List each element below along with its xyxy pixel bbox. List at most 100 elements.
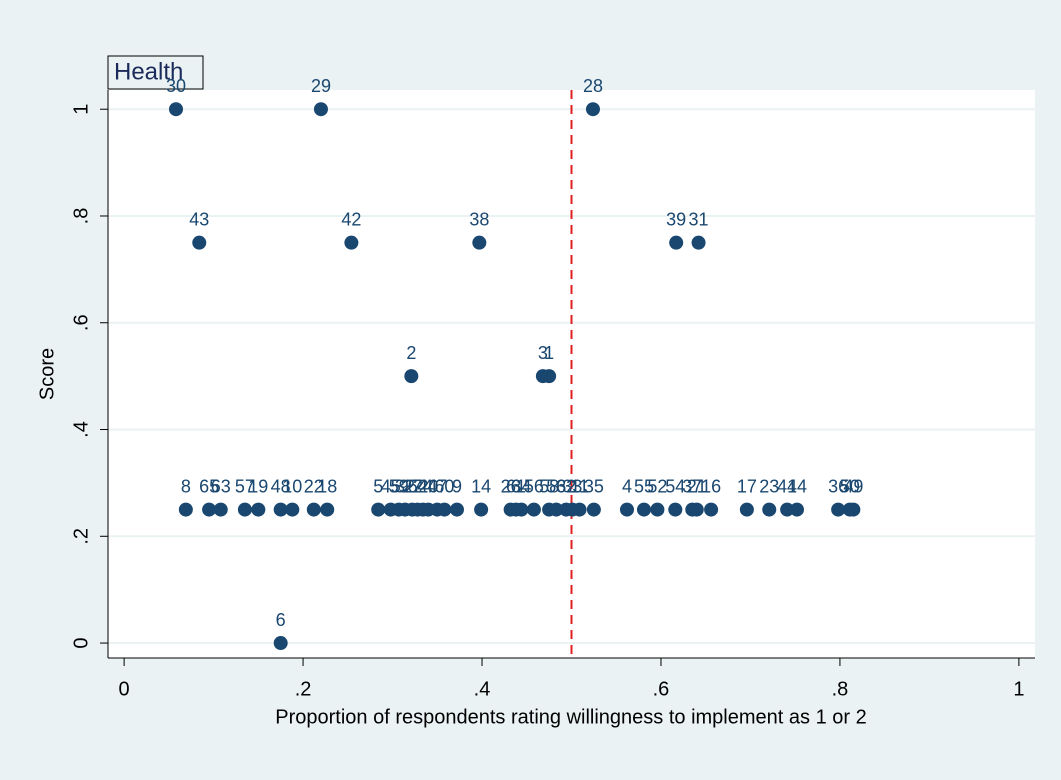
point-label: 22 xyxy=(304,476,324,496)
y-tick-label: 0 xyxy=(70,637,92,648)
point xyxy=(689,502,704,517)
point-label: 29 xyxy=(311,76,331,96)
x-tick-label: .4 xyxy=(474,678,491,700)
y-tick-label: .6 xyxy=(70,314,92,331)
point xyxy=(213,502,228,517)
point-label: 18 xyxy=(317,476,337,496)
x-tick-label: .8 xyxy=(832,678,849,700)
point-label: 20 xyxy=(418,476,438,496)
point-label: 65 xyxy=(199,476,219,496)
point-label: 44 xyxy=(787,476,807,496)
point-label: 35 xyxy=(584,476,604,496)
title-box xyxy=(107,55,204,90)
point-label: 26 xyxy=(501,476,521,496)
point-label: 9 xyxy=(452,476,462,496)
point-label: 43 xyxy=(189,209,209,229)
point xyxy=(669,235,684,250)
point-label: 24 xyxy=(413,476,433,496)
point xyxy=(572,502,587,517)
x-tick-label: 1 xyxy=(1013,678,1024,700)
point xyxy=(650,502,665,517)
point xyxy=(202,502,217,517)
point-label: 60 xyxy=(434,476,454,496)
point-label: 58 xyxy=(539,476,559,496)
chart-title: Health xyxy=(114,58,183,85)
point xyxy=(585,102,600,117)
point-label: 59 xyxy=(389,476,409,496)
point-label: 61 xyxy=(506,476,526,496)
point xyxy=(178,502,193,517)
point-label: 45 xyxy=(381,476,401,496)
point-label: 37 xyxy=(682,476,702,496)
point-label: 6 xyxy=(276,610,286,630)
point-label: 64 xyxy=(408,476,428,496)
point-label: 16 xyxy=(701,476,721,496)
point xyxy=(542,369,557,384)
point-label: 4 xyxy=(622,476,632,496)
point-label: 41 xyxy=(777,476,797,496)
point-label: 54 xyxy=(665,476,685,496)
point xyxy=(449,502,464,517)
point-label: 52 xyxy=(647,476,667,496)
point xyxy=(704,502,719,517)
x-tick-label: .2 xyxy=(295,678,312,700)
point xyxy=(169,102,184,117)
point-label: 55 xyxy=(634,476,654,496)
point-label: 5 xyxy=(373,476,383,496)
point-label: 36 xyxy=(828,476,848,496)
point-label: 1 xyxy=(544,343,554,363)
point-label: 33 xyxy=(562,476,582,496)
point-label: 19 xyxy=(248,476,268,496)
point-label: 27 xyxy=(402,476,422,496)
y-axis-label: Score xyxy=(36,348,58,400)
x-axis-label: Proportion of respondents rating willing… xyxy=(275,706,866,728)
point-label: 14 xyxy=(471,476,491,496)
point-label: 38 xyxy=(469,209,489,229)
point-label: 62 xyxy=(556,476,576,496)
point-label: 42 xyxy=(341,209,361,229)
point-label: 57 xyxy=(235,476,255,496)
point-label: 49 xyxy=(843,476,863,496)
point xyxy=(404,369,419,384)
point xyxy=(846,502,861,517)
point xyxy=(437,502,452,517)
point xyxy=(320,502,335,517)
point xyxy=(192,235,207,250)
point-label: 63 xyxy=(211,476,231,496)
point-label: 3 xyxy=(538,343,548,363)
y-tick-label: .2 xyxy=(70,528,92,545)
point xyxy=(691,235,706,250)
point-label: 28 xyxy=(583,76,603,96)
point xyxy=(273,636,288,651)
point xyxy=(371,502,386,517)
point-label: 17 xyxy=(737,476,757,496)
point xyxy=(474,502,489,517)
point-label: 53 xyxy=(546,476,566,496)
point-label: 21 xyxy=(687,476,707,496)
point xyxy=(619,502,634,517)
point-label: 10 xyxy=(282,476,302,496)
point-label: 32 xyxy=(395,476,415,496)
point-label: 8 xyxy=(181,476,191,496)
point xyxy=(344,235,359,250)
point-label: 34 xyxy=(511,476,531,496)
point-label: 39 xyxy=(666,209,686,229)
y-tick-label: 1 xyxy=(70,104,92,115)
point xyxy=(789,502,804,517)
point xyxy=(780,502,795,517)
point-label: 11 xyxy=(570,476,589,496)
point-label: 48 xyxy=(271,476,291,496)
point xyxy=(306,502,321,517)
x-tick-label: 0 xyxy=(119,678,130,700)
point-label: 23 xyxy=(759,476,779,496)
point xyxy=(586,502,601,517)
point xyxy=(285,502,300,517)
point xyxy=(273,502,288,517)
point xyxy=(831,502,846,517)
x-tick-label: .6 xyxy=(653,678,670,700)
point-label: 56 xyxy=(524,476,544,496)
point-label: 30 xyxy=(166,76,186,96)
point-label: 2 xyxy=(406,343,416,363)
point xyxy=(526,502,541,517)
